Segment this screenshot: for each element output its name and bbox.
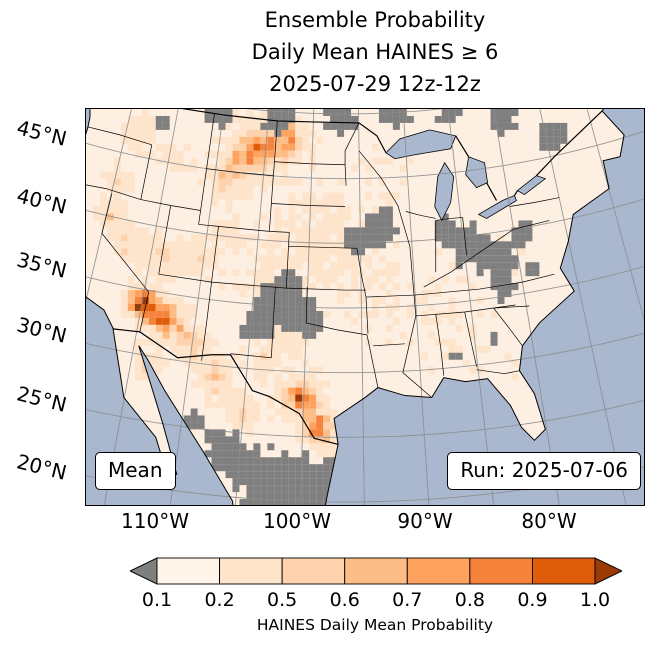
colorbar-right-arrow [594, 557, 624, 585]
x-tick-label: 80°W [521, 509, 577, 533]
y-tick-label: 20°N [14, 449, 70, 485]
chart-title-line1: Ensemble Probability [264, 8, 486, 32]
colorbar-caption: HAINES Daily Mean Probability [256, 616, 494, 634]
x-tick-label: 100°W [263, 509, 331, 533]
mean-annotation-box: Mean [95, 452, 176, 490]
colorbar-tick-label: 0.9 [517, 589, 548, 611]
chart-title-line3: 2025-07-29 12z-12z [269, 72, 481, 96]
great-lakes [385, 129, 547, 222]
y-tick-label: 40°N [14, 183, 70, 219]
colorbar-tick-label: 0.6 [329, 589, 360, 611]
state-borders [86, 112, 560, 398]
colorbar-tick-label: 1.0 [579, 589, 611, 611]
colorbar-tick-label: 0.8 [454, 589, 485, 611]
y-tick-label: 45°N [14, 115, 70, 151]
x-tick-label: 110°W [121, 509, 189, 533]
colorbar-graphic [128, 557, 624, 585]
run-annotation-box: Run: 2025-07-06 [447, 452, 641, 490]
colorbar-tick-label: 0.7 [392, 589, 423, 611]
colorbar-tick-label: 0.1 [141, 589, 173, 611]
y-tick-label: 30°N [14, 312, 70, 348]
colorbar-tick-label: 0.2 [204, 589, 235, 611]
x-tick-label: 90°W [397, 509, 453, 533]
colorbar-tick-label: 0.5 [267, 589, 298, 611]
colorbar-left-arrow [128, 557, 158, 585]
probability-cells [92, 109, 540, 486]
y-tick-label: 35°N [14, 247, 70, 283]
colorbar [128, 555, 624, 589]
probability-map [86, 109, 644, 505]
chart-title: Ensemble Probability Daily Mean HAINES ≥… [90, 4, 660, 100]
national-borders [112, 109, 603, 445]
chart-title-line2: Daily Mean HAINES ≥ 6 [251, 40, 499, 64]
y-tick-label: 25°N [14, 381, 70, 417]
map-panel [85, 108, 645, 506]
